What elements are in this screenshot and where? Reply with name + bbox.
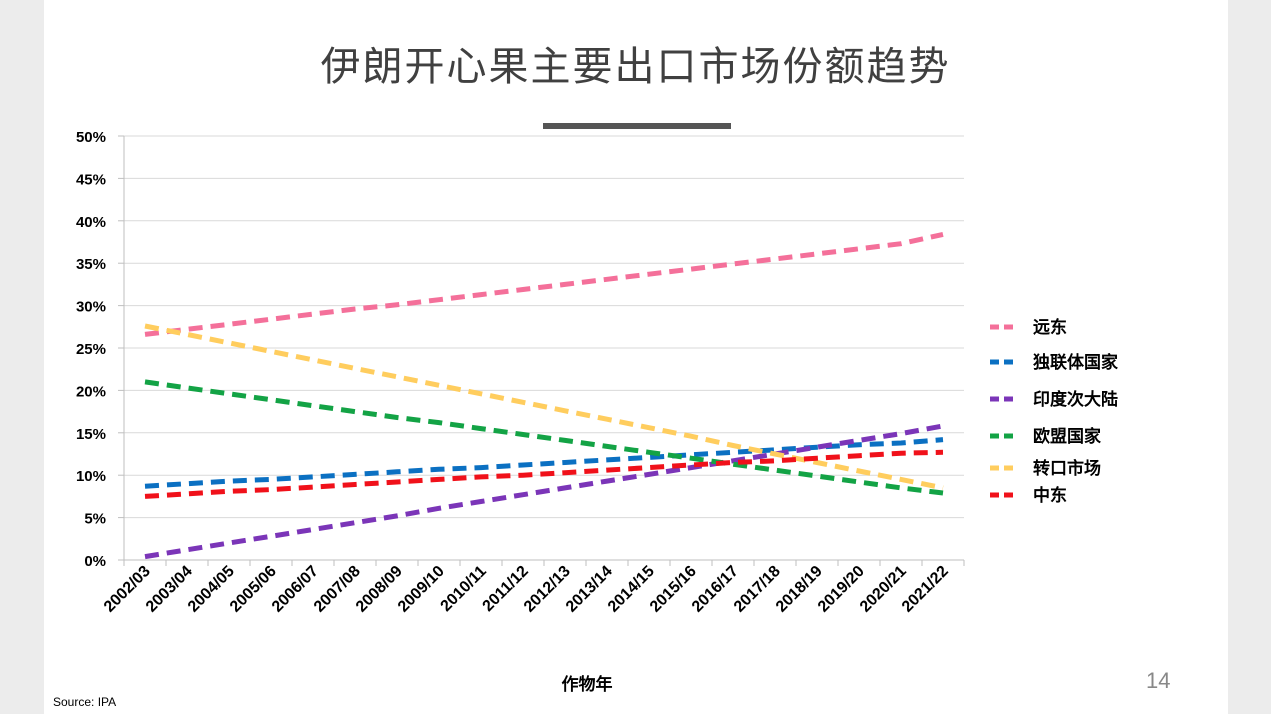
x-tick-label: 2010/11 (438, 563, 490, 615)
legend-label: 印度次大陆 (1033, 389, 1118, 410)
x-tick-label: 2021/22 (899, 563, 952, 616)
y-tick-label: 25% (76, 341, 106, 358)
legend-label: 中东 (1033, 485, 1067, 506)
source-note: Source: IPA (53, 695, 117, 709)
page-number: 14 (1146, 668, 1171, 693)
series-line (144, 449, 944, 499)
y-tick-label: 5% (84, 511, 106, 528)
slide-title: 伊朗开心果主要出口市场份额趋势 (320, 44, 951, 90)
y-tick-label: 35% (76, 256, 106, 273)
legend-label: 远东 (1033, 317, 1067, 338)
legend-label: 欧盟国家 (1033, 426, 1101, 447)
x-tick-label: 2009/10 (395, 563, 448, 616)
y-tick-label: 40% (76, 214, 106, 231)
gridlines (124, 135, 964, 519)
y-tick-label: 30% (76, 299, 106, 316)
title-underline (543, 123, 731, 129)
y-tick-label: 10% (76, 468, 106, 485)
y-tick-label: 50% (76, 129, 106, 146)
x-tick-labels: 2002/032003/042004/052005/062006/072007/… (101, 563, 952, 616)
axes (118, 135, 965, 566)
y-tick-label: 0% (84, 553, 106, 570)
series-line (144, 423, 944, 560)
series-line (144, 323, 944, 491)
y-tick-labels: 0% 5% 10% 15% 20% 25% 30% 35% 40% 45% 50% (76, 129, 106, 570)
series-line (144, 231, 944, 337)
y-tick-label: 45% (76, 171, 106, 188)
legend-label: 转口市场 (1033, 458, 1101, 479)
y-tick-label: 15% (76, 426, 106, 443)
slide-background (44, 0, 1228, 714)
series-lines (144, 231, 944, 560)
legend-label: 独联体国家 (1033, 352, 1118, 373)
x-axis-label: 作物年 (562, 674, 613, 695)
series-line (144, 379, 944, 496)
y-tick-label: 20% (76, 383, 106, 400)
